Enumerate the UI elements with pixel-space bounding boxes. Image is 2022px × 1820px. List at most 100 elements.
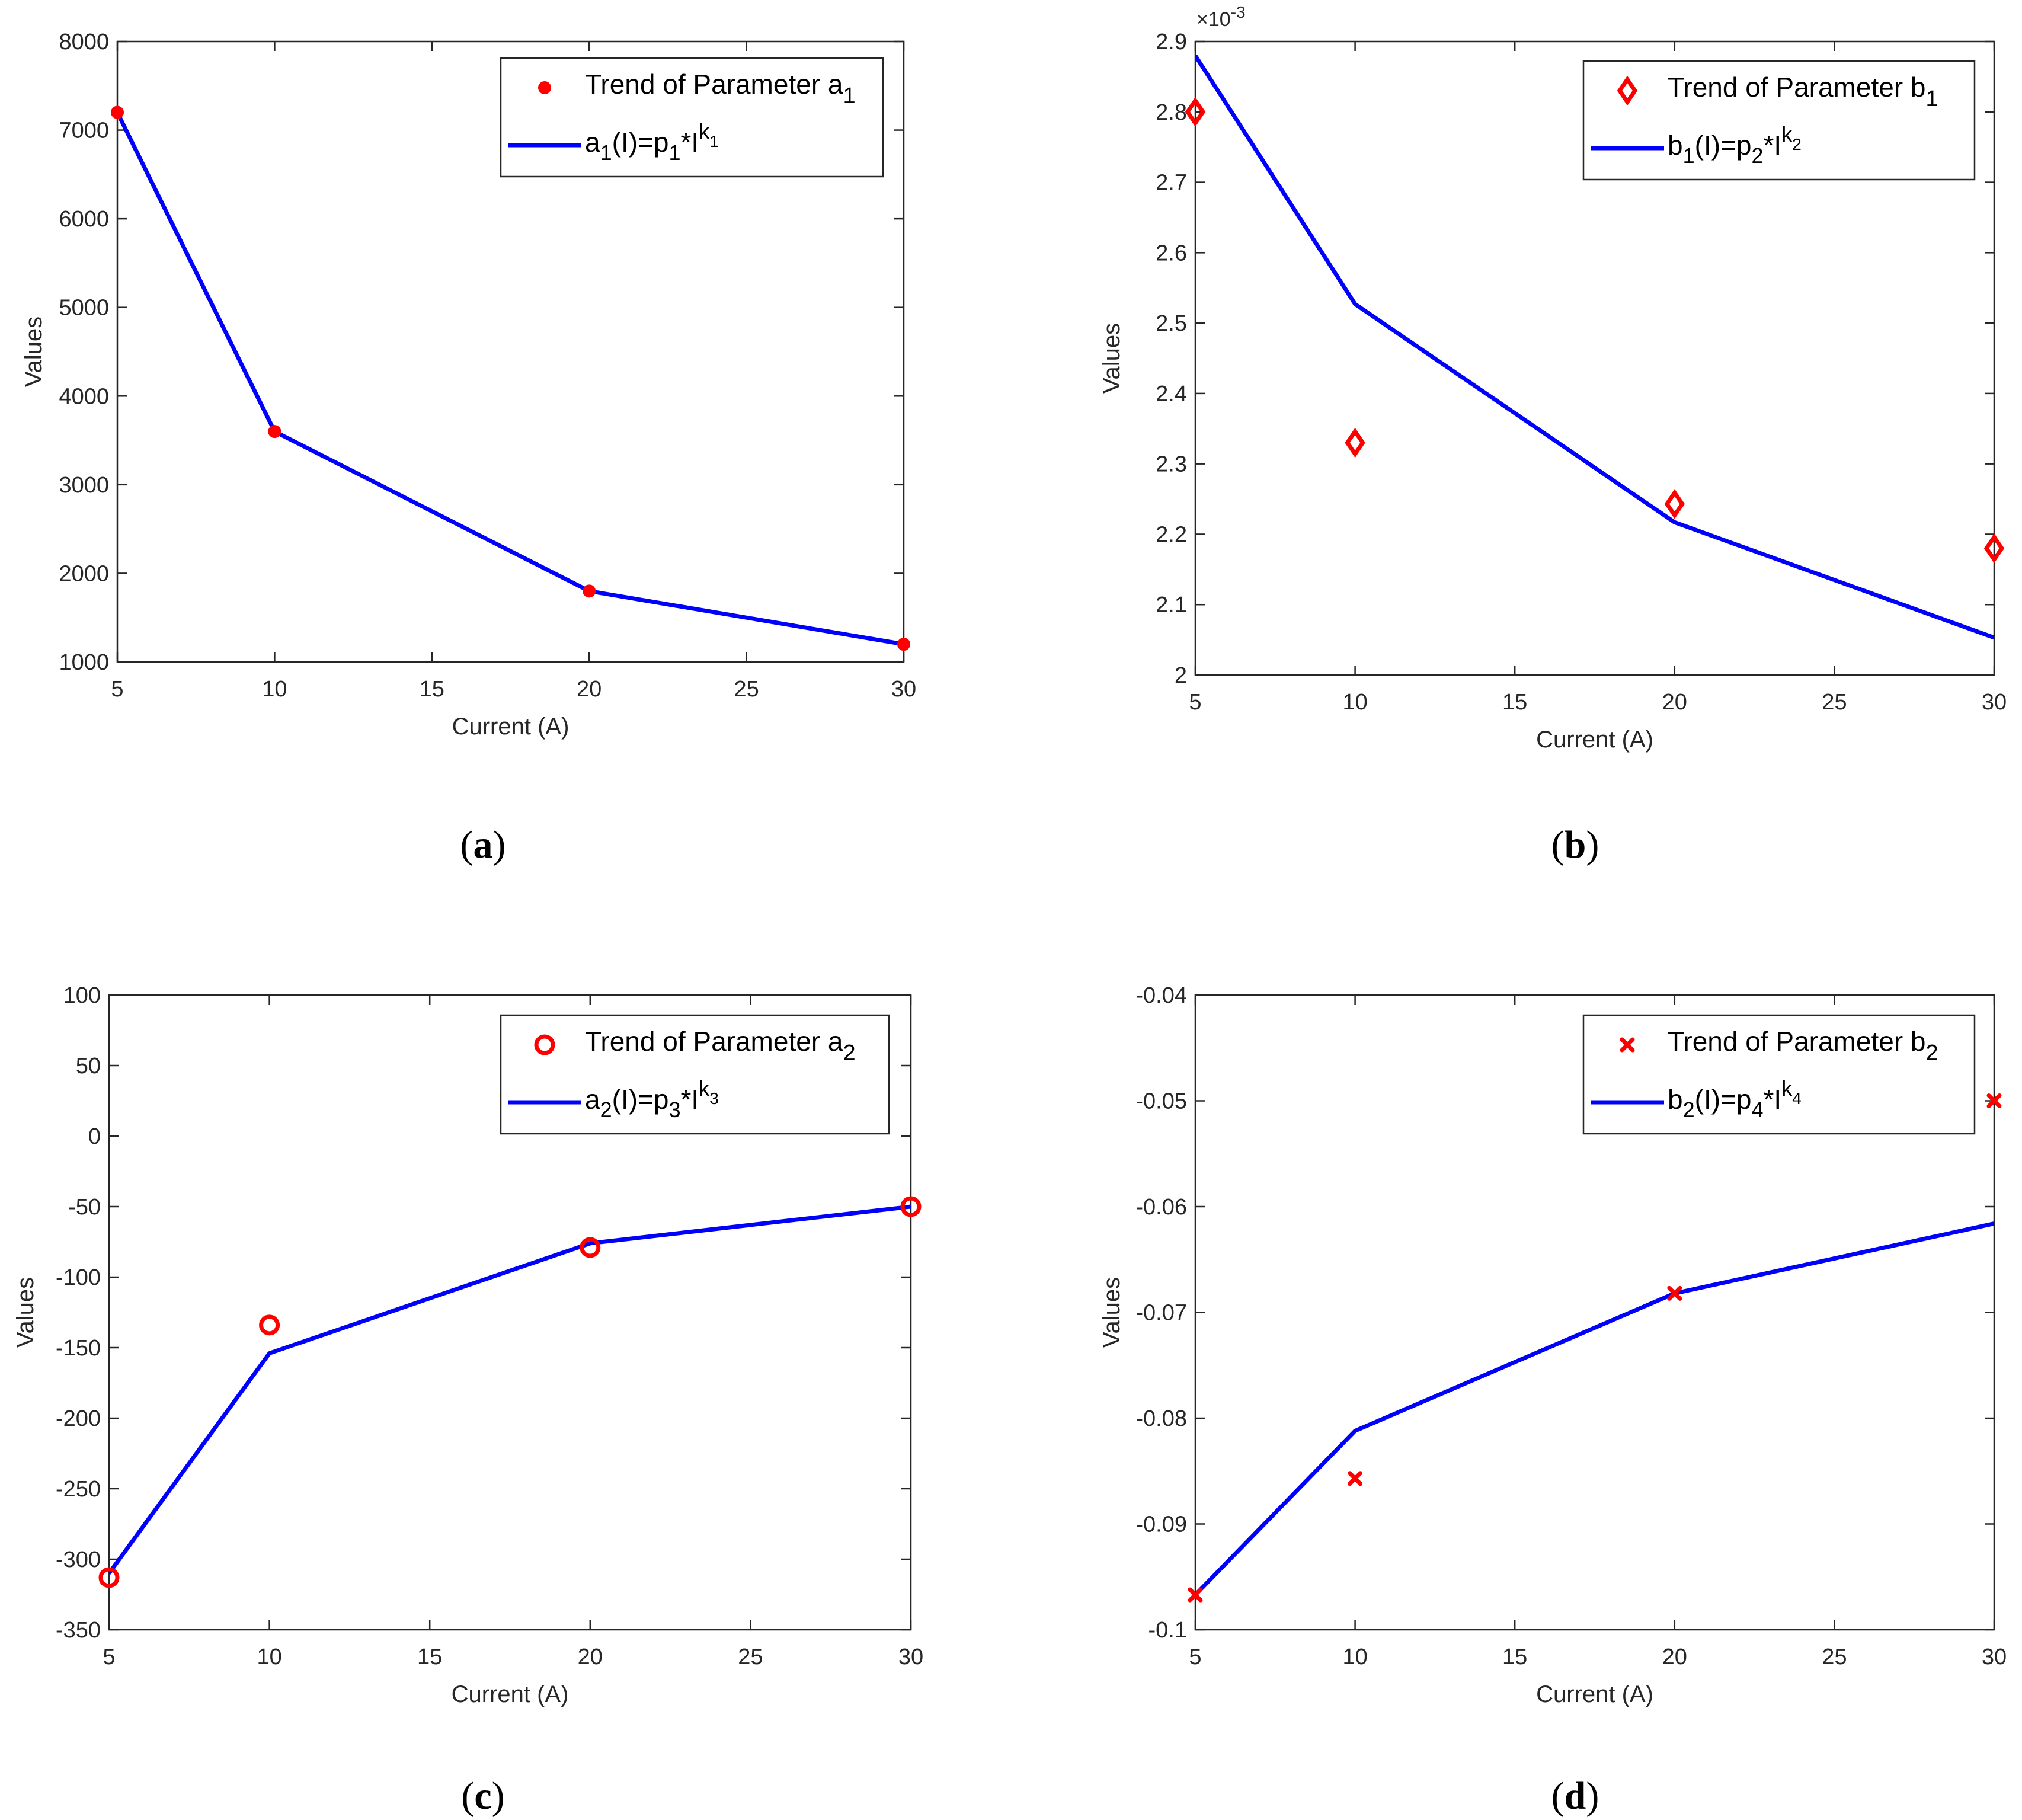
data-point <box>1188 1587 1203 1603</box>
chart-panel-d: 5 10 15 20 25 30 -0.1 -0.09 -0.08 -0.07 -0.06 -0.05… <box>1099 983 2007 1707</box>
fit-line-series <box>1195 54 1994 640</box>
fit-line-series <box>1195 1221 1994 1597</box>
legend-box <box>1582 60 1976 181</box>
legend-entry-scatter: Trend of Parameter b1 <box>1668 72 1938 111</box>
y-tick-label: 2.6 <box>1156 241 1187 266</box>
y-tick-label: -250 <box>56 1477 101 1502</box>
legend-box <box>1582 1014 1976 1135</box>
y-tick-label: -0.1 <box>1148 1618 1187 1643</box>
y-tick-label: 0 <box>88 1124 101 1149</box>
y-tick-label: 6000 <box>59 207 109 232</box>
x-tick-label: 20 <box>1662 1645 1687 1669</box>
data-point <box>1185 97 1206 127</box>
caption-letter-b: b <box>1565 823 1586 866</box>
y-axis-label: Values <box>21 316 47 387</box>
x-tick-label: 10 <box>257 1645 281 1669</box>
y-tick-label: 4000 <box>59 384 109 409</box>
y-tick-label: 3000 <box>59 473 109 498</box>
y-axis-label: Values <box>1099 1277 1125 1348</box>
caption-letter-c: c <box>474 1774 491 1818</box>
legend-entry-scatter: Trend of Parameter a1 <box>585 69 856 108</box>
x-tick-label: 15 <box>417 1645 442 1669</box>
legend-entry-scatter: Trend of Parameter b2 <box>1668 1026 1938 1066</box>
x-tick-label: 5 <box>111 677 123 702</box>
x-tick-label: 20 <box>1662 690 1687 715</box>
y-tick-label: 2.2 <box>1156 522 1187 547</box>
y-tick-label: 1000 <box>59 650 109 675</box>
x-tick-label: 10 <box>1342 690 1367 715</box>
y-tick-label: 5000 <box>59 296 109 321</box>
y-tick-label: 2000 <box>59 561 109 586</box>
data-point <box>268 425 281 439</box>
y-tick-label: 8000 <box>59 30 109 55</box>
data-point <box>98 1567 120 1588</box>
x-tick-label: 15 <box>1502 1645 1527 1669</box>
y-tick-label: -0.09 <box>1135 1512 1187 1537</box>
y-tick-label: -350 <box>56 1618 101 1643</box>
fit-line-series <box>109 1204 911 1575</box>
y-tick-label: -0.05 <box>1135 1089 1187 1114</box>
x-tick-label: 5 <box>103 1645 115 1669</box>
y-tick-label: -200 <box>56 1406 101 1431</box>
y-tick-label: -150 <box>56 1336 101 1361</box>
y-tick-label: -0.08 <box>1135 1406 1187 1431</box>
y-tick-label: 2 <box>1175 663 1187 688</box>
y-tick-label: -0.07 <box>1135 1301 1187 1326</box>
legend-entry-line: a2(I)=p3*Ik3 <box>585 1076 719 1122</box>
x-tick-label: 15 <box>1502 690 1527 715</box>
data-point <box>1348 1471 1363 1486</box>
legend-box <box>500 57 884 178</box>
caption-c: (c) <box>461 1774 504 1818</box>
x-tick-label: 10 <box>1342 1645 1367 1669</box>
y-tick-label: 2.9 <box>1156 30 1187 55</box>
x-tick-label: 10 <box>262 677 287 702</box>
chart-panel-c: 5 10 15 20 25 30 -350 -300 -250 -200 -150 -100 -50 0 5… <box>12 983 923 1707</box>
y-tick-label: -100 <box>56 1265 101 1290</box>
data-point <box>900 1196 922 1217</box>
chart-panel-a: 5 10 15 20 25 30 1000 2000 3000 4000 5000 6000 7000 8… <box>21 30 916 740</box>
x-tick-label: 30 <box>898 1645 923 1669</box>
legend-box <box>500 1014 890 1135</box>
x-axis-label: Current (A) <box>452 1681 569 1707</box>
y-tick-label: 100 <box>63 983 101 1008</box>
x-tick-label: 30 <box>891 677 916 702</box>
data-point <box>583 584 596 598</box>
x-tick-label: 30 <box>1982 1645 2007 1669</box>
x-axis-label: Current (A) <box>1536 727 1653 753</box>
data-point <box>1345 427 1365 458</box>
y-tick-label: -300 <box>56 1547 101 1572</box>
y-tick-label: -50 <box>68 1195 101 1220</box>
y-tick-label: -0.04 <box>1135 983 1187 1008</box>
y-tick-label: 2.5 <box>1156 311 1187 336</box>
y-tick-label: 2.3 <box>1156 452 1187 477</box>
x-tick-label: 5 <box>1189 690 1201 715</box>
caption-a: (a) <box>460 823 506 866</box>
y-tick-label: -0.06 <box>1135 1195 1187 1220</box>
x-tick-label: 30 <box>1982 690 2007 715</box>
x-axis-label: Current (A) <box>1536 1681 1653 1707</box>
y-tick-label: 2.8 <box>1156 100 1187 125</box>
data-point <box>1983 533 2005 564</box>
legend-entry-scatter: Trend of Parameter a2 <box>585 1026 856 1066</box>
legend-entry-line: a1(I)=p1*Ik1 <box>585 119 719 165</box>
data-point <box>111 105 124 119</box>
x-tick-label: 5 <box>1189 1645 1201 1669</box>
legend-entry-line: b1(I)=p2*Ik2 <box>1668 122 1802 168</box>
x-tick-label: 15 <box>420 677 444 702</box>
x-tick-label: 25 <box>1822 690 1847 715</box>
caption-b: (b) <box>1551 823 1599 866</box>
y-tick-label: 2.1 <box>1156 593 1187 618</box>
data-point <box>1667 1285 1682 1301</box>
x-tick-label: 25 <box>738 1645 763 1669</box>
data-point <box>1986 1093 2002 1108</box>
data-point <box>580 1237 601 1258</box>
caption-letter-d: d <box>1565 1774 1586 1818</box>
y-tick-label: 50 <box>76 1054 101 1079</box>
data-point <box>1664 489 1685 519</box>
y-axis-label: Values <box>12 1277 39 1348</box>
legend-marker <box>538 81 551 94</box>
x-tick-label: 25 <box>734 677 759 702</box>
y-tick-label: 2.4 <box>1156 382 1187 407</box>
x-axis-label: Current (A) <box>452 714 570 740</box>
